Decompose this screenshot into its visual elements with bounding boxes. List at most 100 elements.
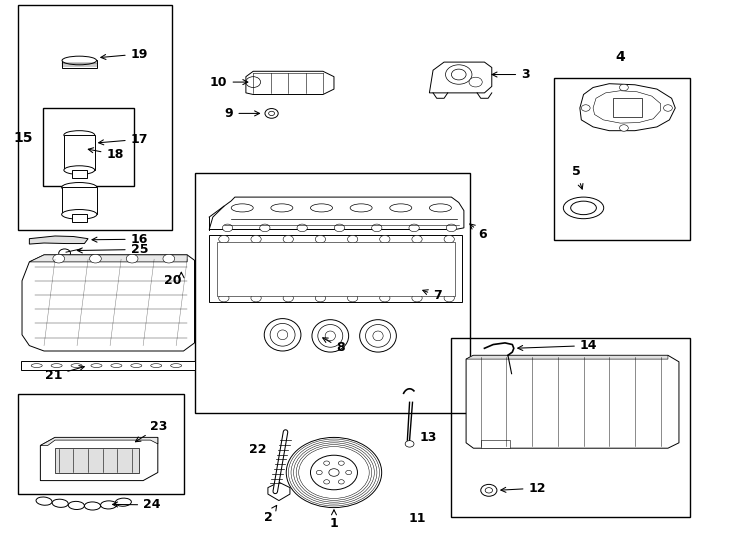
Bar	[55, 448, 139, 472]
Ellipse shape	[170, 364, 181, 367]
Ellipse shape	[64, 166, 95, 174]
Circle shape	[379, 235, 390, 243]
Polygon shape	[209, 197, 464, 230]
Circle shape	[481, 484, 497, 496]
Text: 22: 22	[249, 443, 266, 456]
Circle shape	[409, 224, 419, 232]
Bar	[18, 5, 172, 230]
Text: 16: 16	[92, 233, 148, 246]
Ellipse shape	[71, 364, 82, 367]
Polygon shape	[466, 355, 668, 359]
Ellipse shape	[271, 204, 293, 212]
Bar	[72, 214, 87, 222]
Circle shape	[581, 105, 590, 111]
Circle shape	[446, 65, 472, 84]
Polygon shape	[580, 84, 675, 131]
Circle shape	[446, 224, 457, 232]
Bar	[554, 78, 690, 240]
Circle shape	[316, 235, 326, 243]
Circle shape	[371, 224, 382, 232]
Ellipse shape	[64, 131, 95, 139]
Ellipse shape	[68, 501, 84, 510]
Circle shape	[269, 111, 275, 116]
Text: 6: 6	[470, 224, 487, 241]
Bar	[18, 394, 184, 494]
Ellipse shape	[91, 364, 102, 367]
Circle shape	[334, 224, 345, 232]
Circle shape	[619, 125, 628, 131]
Polygon shape	[466, 355, 679, 448]
Circle shape	[283, 294, 294, 302]
Ellipse shape	[312, 320, 349, 352]
Bar	[195, 173, 470, 413]
Ellipse shape	[310, 204, 333, 212]
Polygon shape	[593, 91, 661, 123]
Ellipse shape	[62, 56, 97, 65]
Ellipse shape	[231, 204, 253, 212]
Text: 9: 9	[225, 107, 260, 120]
Polygon shape	[29, 255, 187, 262]
Polygon shape	[40, 437, 158, 446]
Text: 10: 10	[210, 76, 248, 89]
Ellipse shape	[31, 364, 43, 367]
Ellipse shape	[264, 319, 301, 351]
Ellipse shape	[318, 325, 343, 347]
Circle shape	[126, 254, 138, 263]
Bar	[217, 242, 455, 296]
Circle shape	[412, 294, 422, 302]
Ellipse shape	[270, 323, 295, 346]
Circle shape	[347, 294, 357, 302]
Text: 8: 8	[323, 338, 345, 354]
Ellipse shape	[390, 204, 412, 212]
Ellipse shape	[429, 204, 451, 212]
Circle shape	[338, 461, 344, 465]
Circle shape	[316, 470, 322, 475]
Circle shape	[379, 294, 390, 302]
Ellipse shape	[360, 320, 396, 352]
Bar	[481, 440, 510, 448]
Circle shape	[664, 105, 672, 111]
Circle shape	[310, 455, 357, 490]
Circle shape	[265, 109, 278, 118]
Circle shape	[469, 77, 482, 87]
Bar	[451, 338, 690, 517]
Circle shape	[451, 69, 466, 80]
Ellipse shape	[564, 197, 603, 219]
Circle shape	[90, 254, 101, 263]
Circle shape	[619, 84, 628, 91]
Text: 3: 3	[492, 68, 530, 81]
Text: 23: 23	[136, 420, 168, 442]
Polygon shape	[40, 437, 158, 481]
Circle shape	[444, 294, 454, 302]
Circle shape	[324, 480, 330, 484]
Circle shape	[251, 235, 261, 243]
Polygon shape	[29, 236, 88, 244]
Text: 17: 17	[98, 133, 148, 146]
Circle shape	[59, 249, 70, 258]
Text: 20: 20	[164, 274, 181, 287]
Text: 5: 5	[572, 165, 583, 189]
Text: 18: 18	[88, 148, 124, 161]
Circle shape	[412, 235, 422, 243]
Ellipse shape	[373, 331, 383, 341]
Ellipse shape	[570, 201, 596, 214]
Polygon shape	[22, 255, 195, 351]
Polygon shape	[429, 62, 492, 93]
Bar	[64, 135, 95, 170]
Text: 2: 2	[264, 505, 277, 524]
Text: 12: 12	[501, 482, 546, 495]
Ellipse shape	[277, 330, 288, 340]
Polygon shape	[21, 361, 195, 370]
Circle shape	[222, 224, 233, 232]
Ellipse shape	[101, 501, 117, 509]
Ellipse shape	[131, 364, 142, 367]
Bar	[613, 98, 642, 117]
Circle shape	[324, 461, 330, 465]
Text: 13: 13	[420, 431, 437, 444]
Circle shape	[485, 488, 493, 493]
Text: 19: 19	[101, 48, 148, 60]
Circle shape	[346, 470, 352, 475]
Circle shape	[286, 437, 382, 508]
Circle shape	[283, 235, 294, 243]
Bar	[62, 187, 97, 214]
